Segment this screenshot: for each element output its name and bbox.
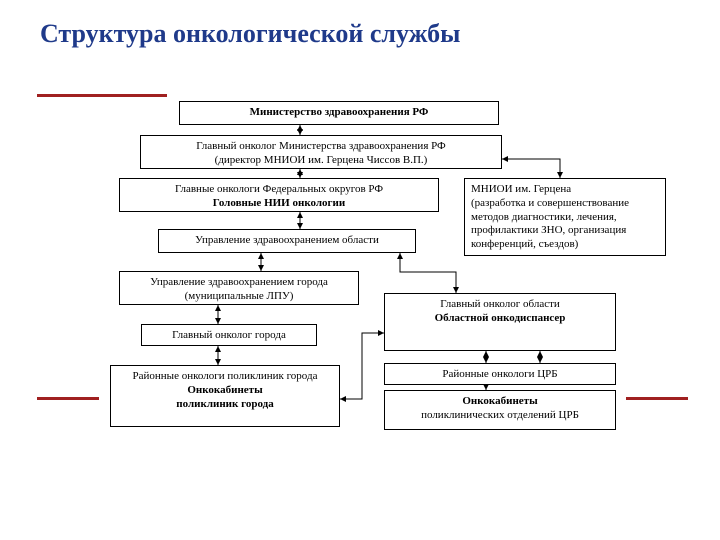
node-chief-oncologist-city: Главный онколог города <box>141 324 317 346</box>
node-text: методов диагностики, лечения, <box>471 211 659 225</box>
node-city-cabinets: Районные онкологи поликлиник города Онко… <box>110 365 340 427</box>
slide-title: Структура онкологической службы <box>40 20 460 49</box>
node-text: конференций, съездов) <box>471 238 659 252</box>
node-region-health-admin: Управление здравоохранением области <box>158 229 416 253</box>
node-text: Головные НИИ онкологии <box>126 197 432 211</box>
node-text: Министерство здравоохранения РФ <box>186 106 492 120</box>
accent-line <box>37 397 99 400</box>
node-text: (муниципальные ЛПУ) <box>126 290 352 304</box>
node-text: Управление здравоохранением города <box>126 276 352 290</box>
arrows-layer <box>0 0 720 540</box>
node-text: (разработка и совершенствование <box>471 197 659 211</box>
node-city-health-admin: Управление здравоохранением города(муниц… <box>119 271 359 305</box>
node-text: Главный онколог города <box>148 329 310 343</box>
node-text: (директор МНИОИ им. Герцена Чиссов В.П.) <box>147 154 495 168</box>
node-federal-districts: Главные онкологи Федеральных округов РФГ… <box>119 178 439 212</box>
node-text: Управление здравоохранением области <box>165 234 409 248</box>
node-text: МНИОИ им. Герцена <box>471 183 659 197</box>
node-text: Областной онкодиспансер <box>391 312 609 326</box>
node-text: Районные онкологи поликлиник города <box>117 370 333 384</box>
accent-line <box>626 397 688 400</box>
node-crb-oncologists: Районные онкологи ЦРБ <box>384 363 616 385</box>
node-crb-cabinets: Онкокабинетыполиклинических отделений ЦР… <box>384 390 616 430</box>
node-region-dispensary: Главный онколог области Областной онкоди… <box>384 293 616 351</box>
node-text: Главный онколог Министерства здравоохран… <box>147 140 495 154</box>
node-text: профилактики ЗНО, организация <box>471 224 659 238</box>
node-text: Онкокабинеты <box>117 384 333 398</box>
accent-line <box>37 94 167 97</box>
node-text: поликлинических отделений ЦРБ <box>391 409 609 423</box>
node-text: Онкокабинеты <box>391 395 609 409</box>
node-text: поликлиник города <box>117 398 333 412</box>
node-text: Главный онколог области <box>391 298 609 312</box>
node-text: Районные онкологи ЦРБ <box>391 368 609 382</box>
node-chief-oncologist-rf: Главный онколог Министерства здравоохран… <box>140 135 502 169</box>
title-text: Структура онкологической службы <box>40 19 460 48</box>
node-mnioi: МНИОИ им. Герцена(разработка и совершенс… <box>464 178 666 256</box>
node-ministry: Министерство здравоохранения РФ <box>179 101 499 125</box>
node-text: Главные онкологи Федеральных округов РФ <box>126 183 432 197</box>
slide: { "diagram": { "type": "flowchart", "tit… <box>0 0 720 540</box>
